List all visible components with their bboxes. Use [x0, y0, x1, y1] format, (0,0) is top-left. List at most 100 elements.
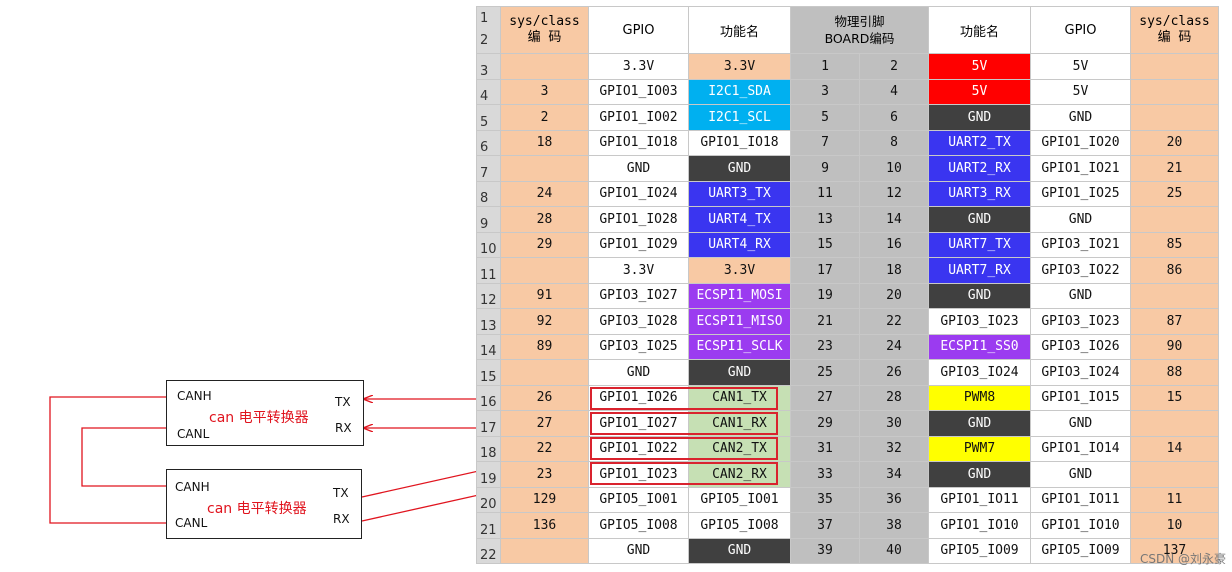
canl-label: CANL: [177, 427, 210, 441]
sys-code-right: [1130, 461, 1219, 488]
gpio-right: GND: [1030, 461, 1131, 488]
sys-code-left: 92: [500, 308, 589, 335]
pin-right: 10: [859, 155, 929, 182]
function-left: GND: [688, 155, 791, 182]
sys-code-right: 90: [1130, 333, 1219, 360]
pin-left: 19: [790, 282, 860, 309]
function-left: GPIO5_IO01: [688, 486, 791, 513]
function-left: 3.3V: [688, 53, 791, 80]
function-right: GND: [928, 461, 1031, 488]
gpio-left: GPIO1_IO18: [588, 129, 689, 156]
pin-row: 4 3 GPIO1_IO03 I2C1_SDA 3 4 5V 5V: [476, 78, 1219, 105]
pin-left: 25: [790, 359, 860, 386]
sys-code-right: 87: [1130, 308, 1219, 335]
function-header-right: 功能名: [928, 6, 1031, 54]
function-left: CAN1_RX: [688, 410, 791, 437]
sys-class-header-right: sys/class 编 码: [1130, 6, 1219, 54]
row-number: 4: [476, 78, 501, 105]
gpio-left: GPIO1_IO22: [588, 435, 689, 462]
function-left: ECSPI1_MISO: [688, 308, 791, 335]
pin-row: 7 GND GND 9 10 UART2_RX GPIO1_IO21 21: [476, 155, 1219, 182]
physical-pin-title: 物理引脚: [834, 14, 885, 29]
pin-row: 20 129 GPIO5_IO01 GPIO5_IO01 35 36 GPIO1_IO11 G…: [476, 486, 1219, 513]
gpio-right: 5V: [1030, 78, 1131, 105]
tx-label: TX: [335, 395, 351, 409]
row-number: 11: [476, 257, 501, 284]
gpio-left: GPIO5_IO01: [588, 486, 689, 513]
sys-code-right: 25: [1130, 180, 1219, 207]
row-number: 10: [476, 231, 501, 258]
sys-code-right: 88: [1130, 359, 1219, 386]
pin-left: 29: [790, 410, 860, 437]
pin-left: 37: [790, 512, 860, 539]
gpio-left: GPIO3_IO25: [588, 333, 689, 360]
gpio-left: GPIO1_IO29: [588, 231, 689, 258]
row-number: 17: [476, 410, 501, 437]
gpio-right: GPIO3_IO21: [1030, 231, 1131, 258]
pin-row: 21 136 GPIO5_IO08 GPIO5_IO08 37 38 GPIO1_IO10 G…: [476, 512, 1219, 539]
pin-row: 19 23 GPIO1_IO23 CAN2_RX 33 34 GND GND: [476, 461, 1219, 488]
gpio-left: GND: [588, 359, 689, 386]
pin-row: 8 24 GPIO1_IO24 UART3_TX 11 12 UART3_RX GPIO1_I…: [476, 180, 1219, 207]
pin-row: 22 GND GND 39 40 GPIO5_IO09 GPIO5_IO09 137: [476, 537, 1219, 564]
sys-code-right: 10: [1130, 512, 1219, 539]
pin-right: 8: [859, 129, 929, 156]
pin-row: 10 29 GPIO1_IO29 UART4_RX 15 16 UART7_TX GPIO3_…: [476, 231, 1219, 258]
function-left: GPIO1_IO18: [688, 129, 791, 156]
sys-code-right: [1130, 53, 1219, 80]
pin-row: 18 22 GPIO1_IO22 CAN2_TX 31 32 PWM7 GPIO1_IO14 1…: [476, 435, 1219, 462]
row-number: 13: [476, 308, 501, 335]
sys-code-left: [500, 53, 589, 80]
function-right: GND: [928, 206, 1031, 233]
row-number: 3: [476, 53, 501, 80]
function-left: GND: [688, 537, 791, 564]
pin-left: 15: [790, 231, 860, 258]
gpio-left: 3.3V: [588, 53, 689, 80]
row-number: 16: [476, 384, 501, 411]
gpio-right: GPIO3_IO22: [1030, 257, 1131, 284]
pin-row: 5 2 GPIO1_IO02 I2C1_SCL 5 6 GND GND: [476, 104, 1219, 131]
function-right: 5V: [928, 53, 1031, 80]
pin-right: 6: [859, 104, 929, 131]
function-right: GND: [928, 104, 1031, 131]
sys-class-title: sys/class: [1139, 14, 1210, 29]
function-left: UART3_TX: [688, 180, 791, 207]
gpio-right: GPIO5_IO09: [1030, 537, 1131, 564]
pin-right: 14: [859, 206, 929, 233]
sys-code-left: 129: [500, 486, 589, 513]
row-number-2: 2: [480, 33, 489, 48]
header-row: 1 2 sys/class 编 码 GPIO 功能名 物理引脚 BOARD编码 …: [476, 6, 1219, 54]
sys-code-left: 27: [500, 410, 589, 437]
rx-label: RX: [335, 421, 352, 435]
sys-code-left: 23: [500, 461, 589, 488]
pin-left: 21: [790, 308, 860, 335]
pin-left: 35: [790, 486, 860, 513]
can2-tx-highlight: [590, 437, 778, 460]
sys-code-left: [500, 257, 589, 284]
gpio-right: GND: [1030, 206, 1131, 233]
sys-code-left: 89: [500, 333, 589, 360]
pin-right: 18: [859, 257, 929, 284]
pin-right: 32: [859, 435, 929, 462]
pin-row: 6 18 GPIO1_IO18 GPIO1_IO18 7 8 UART2_TX GPIO1_I…: [476, 129, 1219, 156]
function-left: ECSPI1_MOSI: [688, 282, 791, 309]
function-right: GPIO3_IO24: [928, 359, 1031, 386]
gpio-left: GPIO1_IO27: [588, 410, 689, 437]
physical-pin-header: 物理引脚 BOARD编码: [790, 6, 929, 54]
canh-label: CANH: [175, 480, 210, 494]
watermark: CSDN @刘永豪: [1139, 552, 1226, 566]
function-left: ECSPI1_SCLK: [688, 333, 791, 360]
function-right: GPIO1_IO11: [928, 486, 1031, 513]
pin-row: 11 3.3V 3.3V 17 18 UART7_RX GPIO3_IO22 86: [476, 257, 1219, 284]
gpio-left: GPIO3_IO28: [588, 308, 689, 335]
row-number: 20: [476, 486, 501, 513]
sys-code-right: 21: [1130, 155, 1219, 182]
pin-right: 16: [859, 231, 929, 258]
row-number: 14: [476, 333, 501, 360]
sys-code-left: [500, 359, 589, 386]
function-right: UART3_RX: [928, 180, 1031, 207]
sys-code-left: [500, 537, 589, 564]
pin-left: 13: [790, 206, 860, 233]
pin-row: 13 92 GPIO3_IO28 ECSPI1_MISO 21 22 GPIO3_IO23 G…: [476, 308, 1219, 335]
canh-wire: [49, 396, 166, 524]
